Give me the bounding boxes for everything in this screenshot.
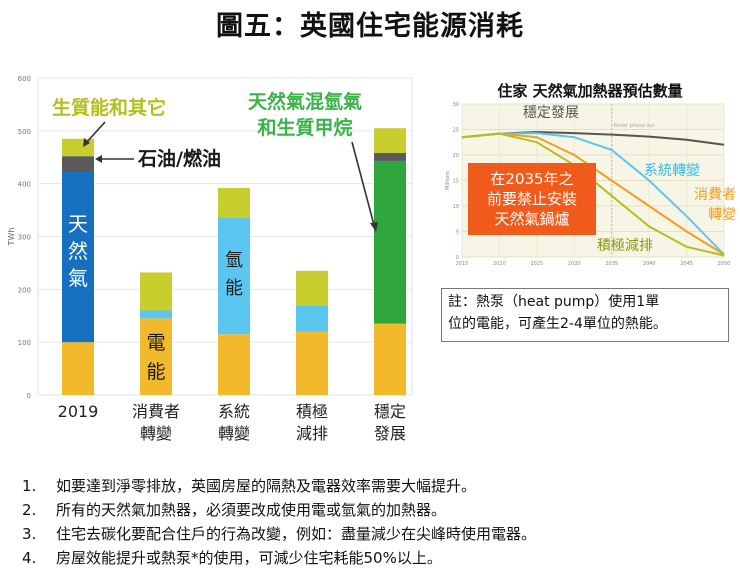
list-item: 1. 如要達到淨零排放，英國房屋的隔熱及電器效率需要大幅提升。 (22, 474, 536, 498)
inset-x-tick: 2025 (530, 261, 543, 267)
inset-x-tick: 2035 (605, 261, 618, 267)
x-tick-label: 轉變 (140, 424, 172, 443)
y-axis-label: TWh (7, 228, 16, 247)
hydrogen-in-bar-label: 能 (225, 278, 243, 299)
gas-in-bar-label: 氣 (68, 266, 88, 290)
inset-x-tick: 2040 (643, 261, 656, 267)
bar-segment (218, 334, 250, 395)
arrowhead-hybrid (370, 222, 378, 232)
inset-y-tick: 10 (453, 204, 459, 210)
ban-note-line: 在2035年之 (490, 170, 573, 188)
arrow-bio (85, 121, 106, 144)
series-label-system: 系統轉變 (644, 163, 700, 179)
y-tick-label: 300 (18, 234, 31, 242)
ban-note-line: 天然氣鍋爐 (494, 210, 569, 228)
note-line-1: 註：熱泵（heat pump）使用1單 (448, 294, 660, 310)
list-item: 4. 房屋效能提升或熱泵*的使用，可減少住宅耗能50%以上。 (22, 546, 536, 570)
inset-y-tick: 20 (453, 153, 459, 159)
bar-segment (296, 270, 328, 306)
bar-segment (218, 187, 250, 219)
series-label-stable: 穩定發展 (523, 105, 579, 121)
inset-y-tick: 15 (453, 179, 459, 185)
inset-title: 住家 天然氣加熱器預估數量 (497, 82, 682, 100)
inset-y-tick: 25 (453, 128, 459, 134)
bar-segment (62, 172, 94, 343)
x-tick-label: 2019 (58, 402, 99, 421)
inset-x-tick: 2050 (718, 261, 731, 267)
list-number: 2. (22, 501, 37, 519)
y-tick-label: 600 (18, 75, 31, 83)
inset-y-axis-label: Millions (445, 171, 451, 190)
list-number: 3. (22, 525, 37, 543)
x-tick-label: 消費者 (132, 402, 180, 421)
electric-in-bar-label: 電 (146, 332, 165, 354)
bar-segment (374, 128, 406, 154)
list-text: 所有的天然氣加熱器，必須要改成使用電或氫氣的加熱器。 (56, 501, 447, 519)
series-label-consumer-2: 轉變 (708, 207, 736, 223)
list-text: 如要達到淨零排放，英國房屋的隔熱及電器效率需要大幅提升。 (56, 477, 477, 495)
y-tick-label: 500 (18, 128, 31, 136)
list-item: 2. 所有的天然氣加熱器，必須要改成使用電或氫氣的加熱器。 (22, 498, 536, 522)
list-text: 房屋效能提升或熱泵*的使用，可減少住宅耗能50%以上。 (56, 549, 442, 567)
ban-note-box (468, 163, 596, 235)
bar-segment (62, 156, 94, 173)
hybrid-label-line-1: 天然氣混氫氣 (248, 90, 362, 113)
y-tick-label: 400 (18, 181, 31, 189)
gas-in-bar-label: 天 (68, 212, 88, 236)
ban-note-line: 前要禁止安裝 (487, 190, 577, 208)
list-number: 1. (22, 477, 37, 495)
bar-segment (374, 323, 406, 395)
x-tick-label: 減排 (296, 424, 328, 443)
bar-segment (140, 272, 172, 311)
x-tick-label: 發展 (374, 424, 406, 443)
inset-y-tick: 0 (456, 255, 459, 261)
list-text: 住宅去碳化要配合住戶的行為改變，例如：盡量減少在尖峰時使用電器。 (56, 525, 537, 543)
electric-in-bar-label: 能 (146, 361, 165, 383)
bar-segment (62, 342, 94, 395)
bar-segment (140, 318, 172, 395)
bar-segment (140, 310, 172, 319)
series-label-aggressive: 積極減排 (597, 237, 653, 254)
y-tick-label: 200 (18, 286, 31, 294)
phase-out-label: Boiler phase out (614, 123, 655, 129)
list-item: 3. 住宅去碳化要配合住戶的行為改變，例如：盡量減少在尖峰時使用電器。 (22, 522, 536, 546)
bar-segment (374, 160, 406, 324)
inset-x-tick: 2030 (568, 261, 581, 267)
bio-label: 生質能和其它 (52, 96, 166, 119)
inset-x-tick: 2020 (493, 261, 506, 267)
series-label-consumer-1: 消費者 (694, 187, 736, 203)
x-tick-label: 穩定 (374, 402, 406, 421)
arrow-hybrid (351, 141, 375, 226)
x-tick-label: 積極 (296, 402, 328, 421)
note-line-2: 位的電能，可產生2-4單位的熱能。 (448, 316, 667, 332)
bar-segment (62, 138, 94, 157)
bar-segment (296, 305, 328, 332)
x-tick-label: 系統 (218, 402, 250, 421)
hybrid-label-line-2: 和生質甲烷 (257, 116, 352, 139)
x-tick-label: 轉變 (218, 424, 250, 443)
inset-x-tick: 2045 (680, 261, 693, 267)
page-title: 圖五：英國住宅能源消耗 (216, 11, 524, 42)
oil-label: 石油/燃油 (137, 147, 221, 170)
hydrogen-in-bar-label: 氫 (225, 250, 243, 271)
y-tick-label: 100 (18, 339, 31, 347)
inset-x-tick: 2015 (456, 261, 469, 267)
y-tick-label: 0 (27, 392, 31, 400)
gas-in-bar-label: 然 (68, 239, 88, 263)
conclusion-list: 1. 如要達到淨零排放，英國房屋的隔熱及電器效率需要大幅提升。 2. 所有的天然氣加… (22, 474, 536, 570)
inset-y-tick: 5 (456, 230, 459, 236)
arrowhead-bio (83, 138, 90, 147)
bar-segment (296, 331, 328, 395)
list-number: 4. (22, 549, 37, 567)
bar-segment (374, 153, 406, 161)
inset-y-tick: 30 (453, 102, 459, 108)
arrowhead-oil (95, 155, 102, 163)
heat-pump-note: 註：熱泵（heat pump）使用1單 位的電能，可產生2-4單位的熱能。 (441, 288, 729, 342)
bar-segment (218, 218, 250, 335)
